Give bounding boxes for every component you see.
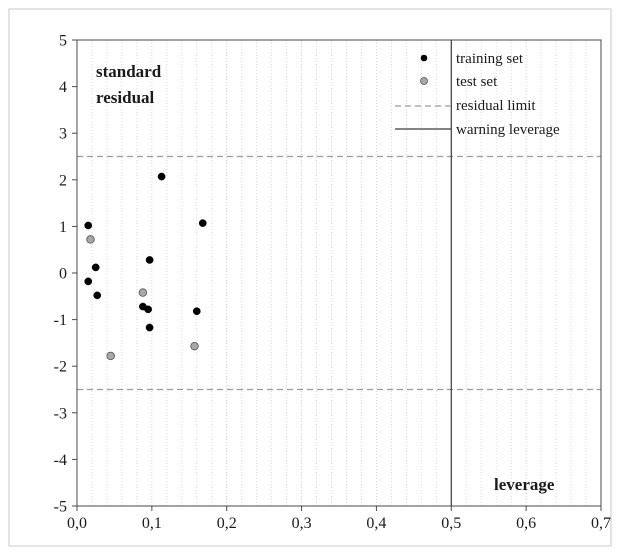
training-set-point xyxy=(145,323,154,332)
training-set-point xyxy=(84,277,93,286)
y-tick-label: 0 xyxy=(59,266,67,283)
legend-label-warning-leverage: warning leverage xyxy=(456,122,560,138)
legend-label-residual-limit: residual limit xyxy=(456,98,536,114)
y-axis-title-line-2: residual xyxy=(96,88,155,107)
x-tick-label: 0,3 xyxy=(292,515,312,532)
x-tick-label: 0,1 xyxy=(142,515,162,532)
x-tick-label: 0,6 xyxy=(516,515,536,532)
outer-frame xyxy=(8,8,612,547)
x-tick-label: 0,7 xyxy=(591,515,611,532)
legend-label-training-set: training set xyxy=(456,51,524,67)
legend: training set test set residual limit war… xyxy=(395,51,560,138)
x-axis-title: leverage xyxy=(494,475,555,494)
y-tick-label: 4 xyxy=(59,79,67,96)
y-tick-label: -4 xyxy=(54,452,67,469)
test-set-point xyxy=(138,288,148,297)
legend-marker-test-set xyxy=(420,77,428,85)
training-set-point xyxy=(91,263,100,272)
y-tick-label: 3 xyxy=(59,126,67,143)
training-set-point xyxy=(93,291,102,300)
y-axis-title-line-1: standard xyxy=(96,62,162,81)
test-set-point xyxy=(106,351,115,361)
x-tick-label: 0,2 xyxy=(217,515,237,532)
y-tick-label: 1 xyxy=(59,219,67,236)
y-tick-label: -3 xyxy=(54,405,67,422)
training-set-point xyxy=(84,221,93,230)
training-set-point xyxy=(198,219,207,227)
training-set-point xyxy=(157,172,166,181)
y-axis-title: standard residual xyxy=(96,62,162,107)
legend-label-test-set: test set xyxy=(456,74,498,90)
axis-ticks: 5 4 3 2 1 0 -1 -2 -3 -4 -50,0 0,1 0,2 0,3 0,4 0,5 0,6 0,7 xyxy=(54,33,611,533)
y-tick-label: -2 xyxy=(54,359,67,376)
legend-marker-training-set xyxy=(420,54,428,62)
x-tick-label: 0,4 xyxy=(366,515,386,532)
test-set-point xyxy=(190,341,199,351)
y-tick-label: -5 xyxy=(54,499,67,516)
x-tick-label: 0,0 xyxy=(67,515,87,532)
x-tick-label: 0,5 xyxy=(441,515,461,532)
y-tick-label: -1 xyxy=(54,312,67,329)
training-set-point xyxy=(192,307,201,316)
training-set-point xyxy=(145,256,154,264)
reference-lines xyxy=(77,40,601,506)
data-points xyxy=(84,172,207,361)
test-set-point xyxy=(86,235,95,244)
y-tick-label: 2 xyxy=(59,172,67,189)
training-set-point xyxy=(144,305,152,314)
y-tick-label: 5 xyxy=(59,33,67,50)
